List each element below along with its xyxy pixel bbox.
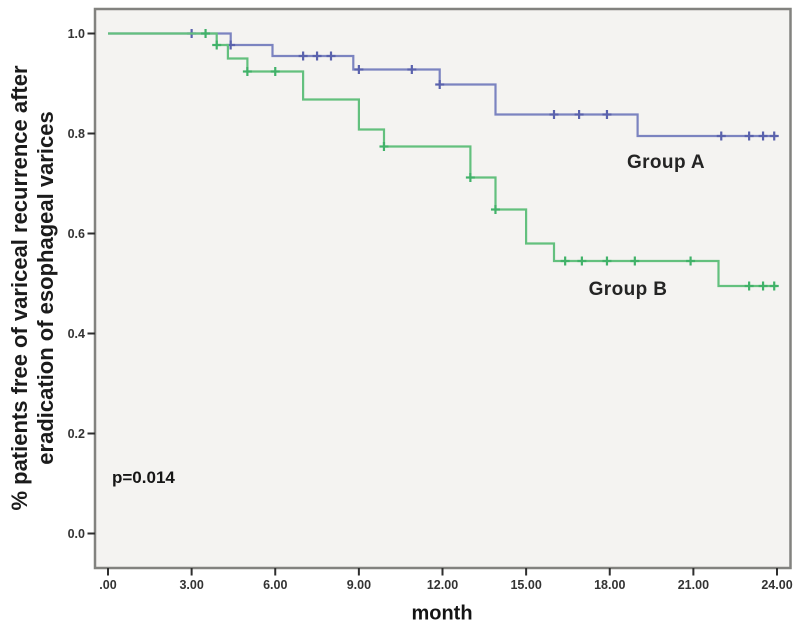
y-tick-label: 0.2 [68, 427, 85, 441]
group-a-curve [108, 32, 777, 138]
y-tick-label: 0.4 [68, 327, 85, 341]
x-tick-label: 15.00 [510, 578, 541, 592]
x-tick-label: 12.00 [427, 578, 458, 592]
group-b-censor-marks [201, 29, 779, 291]
y-axis-title: % patients free of variceal recurrence a… [6, 18, 60, 558]
p-value-annotation: p=0.014 [112, 468, 175, 487]
y-axis-title-line2: eradication of esophageal varices [33, 111, 58, 465]
x-tick-label: 6.00 [263, 578, 287, 592]
y-tick-label: 0.8 [68, 127, 85, 141]
y-tick-label: 0.6 [68, 227, 85, 241]
series-label-group-b: Group B [588, 279, 668, 300]
x-tick-label: 18.00 [594, 578, 625, 592]
group-b-curve [108, 32, 777, 288]
y-tick-label: 0.0 [68, 527, 85, 541]
x-axis-title: month [411, 602, 473, 625]
x-tick-label: .00 [99, 578, 116, 592]
x-tick-label: 24.00 [761, 578, 792, 592]
series-label-group-a: Group A [626, 152, 706, 173]
x-tick-label: 9.00 [347, 578, 371, 592]
y-axis-title-line1: % patients free of variceal recurrence a… [7, 65, 32, 511]
x-tick-label: 21.00 [678, 578, 709, 592]
plot-area [93, 7, 792, 570]
y-tick-label: 1.0 [68, 27, 85, 41]
x-tick-label: 3.00 [179, 578, 203, 592]
